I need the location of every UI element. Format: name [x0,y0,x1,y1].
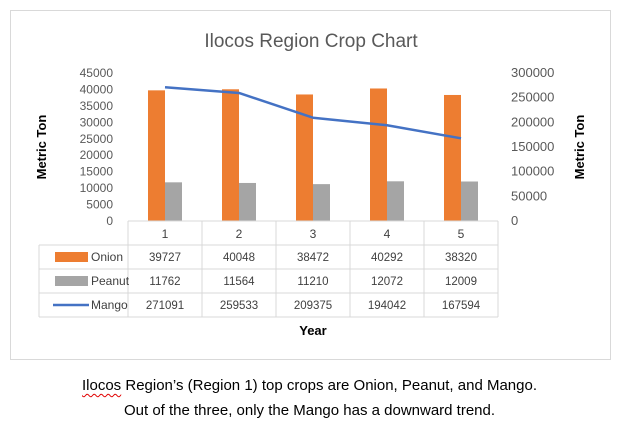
y-left-tick-label: 45000 [80,66,114,80]
x-tick-label: 3 [310,227,317,241]
y-right-axis-title: Metric Ton [572,115,587,180]
y-left-tick-label: 15000 [80,165,114,179]
y-left-tick-label: 30000 [80,115,114,129]
peanut-data-label: 12072 [371,276,403,288]
peanut-data-label: 11762 [149,276,180,288]
y-left-tick-label: 5000 [86,198,113,212]
onion-bar [296,94,313,221]
peanut-bar [387,181,404,221]
peanut-data-label: 11564 [223,276,255,288]
onion-data-label: 38472 [297,252,329,264]
peanut-bar [313,184,330,221]
peanut-legend-swatch [55,276,88,286]
onion-legend-label: Onion [91,250,123,264]
y-right-tick-label: 150000 [511,139,554,154]
chart-frame: Ilocos Region Crop Chart 0 5000 10000 15000 2… [10,10,611,360]
y-left-tick-label: 20000 [80,148,114,162]
y-right-tick-label: 50000 [511,188,547,203]
onion-bar [222,89,239,221]
mango-data-label: 209375 [294,300,332,312]
y-left-tick-label: 35000 [80,99,114,113]
caption-line-1-text: Region’s (Region 1) top crops are Onion,… [121,377,537,394]
mango-line [164,86,462,140]
x-tick-label: 5 [458,227,465,241]
peanut-data-label: 11210 [297,276,328,288]
onion-data-label: 39727 [149,252,181,264]
onion-bar [370,88,387,221]
onion-data-label: 38320 [445,252,477,264]
x-tick-label: 4 [384,227,391,241]
onion-bar [148,90,165,221]
chart-svg: Ilocos Region Crop Chart 0 5000 10000 15000 2… [34,31,587,338]
y-left-tick-label: 25000 [80,132,114,146]
mango-legend-label: Mango [91,298,128,312]
y-right-tick-label: 0 [511,213,518,228]
y-right-tick-label: 200000 [511,114,554,129]
chart-title: Ilocos Region Crop Chart [204,31,418,52]
caption-line-2: Out of the three, only the Mango has a d… [123,402,496,419]
onion-data-label: 40048 [223,252,255,264]
y-right-tick-label: 100000 [511,164,554,179]
peanut-bar [239,182,256,221]
y-left-tick-label: 10000 [80,181,114,195]
y-right-tick-label: 250000 [511,90,554,105]
y-left-tick-label: 40000 [80,82,114,96]
x-tick-label: 2 [236,227,243,241]
x-axis-title: Year [299,323,326,338]
onion-data-label: 40292 [371,252,403,264]
mango-data-label: 271091 [146,300,184,312]
caption-misspelled-word: Ilocos [82,377,122,394]
caption-line-1: Ilocos Region’s (Region 1) top crops are… [0,377,619,394]
peanut-bar [165,182,182,221]
peanut-legend-label: Peanut [91,274,130,288]
onion-bar [444,94,461,221]
mango-data-label: 194042 [368,300,406,312]
y-right-tick-label: 300000 [511,65,554,80]
x-tick-label: 1 [162,227,169,241]
peanut-bar [461,181,478,221]
mango-data-label: 167594 [442,300,481,312]
y-left-tick-label: 0 [106,214,113,228]
mango-data-label: 259533 [220,300,258,312]
peanut-data-label: 12009 [445,276,477,288]
y-left-axis-title: Metric Ton [34,115,49,180]
onion-legend-swatch [55,252,88,262]
